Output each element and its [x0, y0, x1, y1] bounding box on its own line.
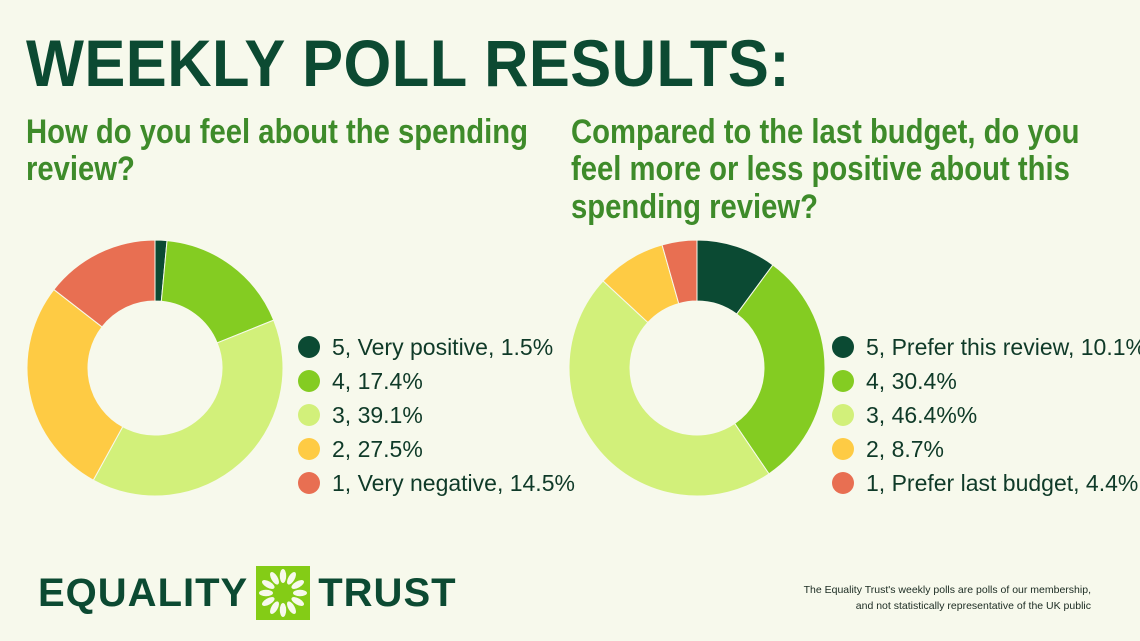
- donut-1-slice-5: [53, 239, 156, 328]
- logo-petal: [270, 601, 280, 614]
- legend-1-item-5: 1, Very negative, 14.5%: [298, 466, 575, 500]
- legend-swatch: [832, 438, 854, 460]
- logo-petal: [291, 597, 305, 606]
- page-title: WEEKLY POLL RESULTS:: [26, 26, 791, 100]
- legend-label: 3, 39.1%: [332, 401, 423, 428]
- legend-1-item-4: 2, 27.5%: [298, 432, 575, 466]
- logo-petal: [287, 572, 297, 585]
- legend-2-item-4: 2, 8.7%: [832, 432, 1140, 466]
- chart-1-legend: 5, Very positive, 1.5% 4, 17.4% 3, 39.1% 2,…: [298, 330, 575, 500]
- legend-swatch: [298, 472, 320, 494]
- legend-1-item-2: 4, 17.4%: [298, 364, 575, 398]
- footnote-line-2: and not statistically representative of …: [855, 599, 1091, 612]
- equality-trust-logo: EQUALITY TRUST: [38, 566, 457, 620]
- logo-petal: [293, 589, 308, 597]
- donut-2-slice-3: [568, 280, 770, 497]
- legend-swatch: [832, 370, 854, 392]
- footnote: The Equality Trust's weekly polls are po…: [804, 583, 1091, 615]
- legend-label: 4, 30.4%: [866, 367, 957, 394]
- legend-swatch: [298, 336, 320, 358]
- chart-2-title: Compared to the last budget, do you feel…: [571, 113, 1080, 226]
- logo-word-left: EQUALITY: [38, 571, 249, 615]
- legend-1-item-3: 3, 39.1%: [298, 398, 575, 432]
- legend-label: 4, 17.4%: [332, 367, 423, 394]
- legend-2-item-2: 4, 30.4%: [832, 364, 1140, 398]
- legend-label: 5, Prefer this review, 10.1%: [866, 333, 1140, 360]
- sunburst-icon: [256, 566, 311, 620]
- legend-label: 3, 46.4%%: [866, 401, 978, 428]
- donut-chart-1: [26, 239, 284, 497]
- legend-swatch: [832, 472, 854, 494]
- donut-1-slice-4: [26, 288, 124, 481]
- logo-petal: [262, 580, 275, 589]
- legend-label: 2, 8.7%: [866, 435, 944, 462]
- legend-2-item-3: 3, 46.4%%: [832, 398, 1140, 432]
- legend-label: 1, Prefer last budget, 4.4%: [866, 469, 1139, 496]
- logo-petal: [280, 569, 287, 583]
- legend-label: 2, 27.5%: [332, 435, 423, 462]
- legend-swatch: [298, 370, 320, 392]
- logo-petal: [259, 589, 274, 597]
- legend-swatch: [832, 404, 854, 426]
- legend-swatch: [298, 438, 320, 460]
- logo-petal: [270, 572, 280, 585]
- legend-swatch: [832, 336, 854, 358]
- logo-petal: [291, 580, 305, 589]
- legend-label: 1, Very negative, 14.5%: [332, 469, 575, 496]
- legend-swatch: [298, 404, 320, 426]
- legend-label: 5, Very positive, 1.5%: [332, 333, 554, 360]
- logo-petal: [262, 597, 275, 606]
- legend-2-item-5: 1, Prefer last budget, 4.4%: [832, 466, 1140, 500]
- legend-2-item-1: 5, Prefer this review, 10.1%: [832, 330, 1140, 364]
- legend-1-item-1: 5, Very positive, 1.5%: [298, 330, 575, 364]
- chart-1-title: How do you feel about the spending revie…: [26, 113, 528, 189]
- chart-2-legend: 5, Prefer this review, 10.1% 4, 30.4% 3, 4…: [832, 330, 1140, 500]
- logo-petal: [280, 603, 287, 617]
- logo-word-right: TRUST: [318, 571, 457, 615]
- donut-2-slice-2: [733, 264, 826, 475]
- donut-chart-2: [568, 239, 826, 497]
- donut-2-slice-5: [661, 239, 698, 305]
- donut-1-slice-3: [92, 319, 284, 497]
- footnote-line-1: The Equality Trust's weekly polls are po…: [803, 584, 1091, 596]
- logo-petal: [287, 601, 297, 614]
